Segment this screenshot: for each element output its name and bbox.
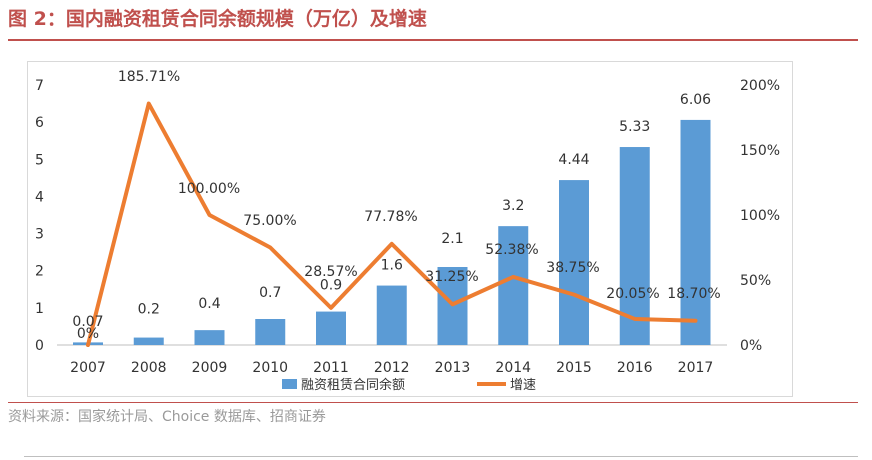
bar-data-label: 4.44: [558, 152, 589, 168]
line-data-label: 18.70%: [667, 286, 720, 302]
bar-2016: [619, 147, 650, 345]
bar-data-label: 0.9: [320, 278, 342, 294]
y-right-tick-label: 50%: [740, 273, 771, 289]
bar-2012: [376, 285, 407, 345]
bottom-rule: [24, 456, 858, 457]
bar-data-label: 5.33: [619, 119, 650, 135]
bar-2017: [680, 119, 711, 346]
growth-point-2008: [147, 102, 151, 106]
growth-point-2015: [572, 293, 576, 297]
bar-data-label: 6.06: [680, 92, 711, 108]
growth-point-2012: [390, 242, 394, 246]
growth-point-2010: [268, 246, 272, 249]
line-data-label: 20.05%: [606, 286, 659, 302]
growth-point-2014: [511, 275, 515, 279]
x-tick-label: 2015: [556, 360, 592, 376]
bar-data-label: 0.07: [72, 314, 103, 330]
line-data-label: 77.78%: [364, 209, 417, 225]
bar-2011: [316, 311, 346, 345]
x-tick-label: 2008: [131, 360, 167, 376]
line-data-label: 31.25%: [425, 269, 478, 285]
x-tick-label: 2011: [313, 360, 349, 376]
source-note: 资料来源：国家统计局、Choice 数据库、招商证券: [8, 409, 326, 425]
y-right-tick-label: 100%: [740, 208, 780, 224]
x-tick-label: 2012: [374, 360, 410, 376]
y-right-tick-label: 150%: [740, 143, 780, 159]
bar-2015: [559, 180, 589, 345]
line-data-label: 52.38%: [485, 242, 538, 258]
chart-frame: [27, 61, 793, 397]
line-data-label: 185.71%: [118, 69, 180, 85]
x-tick-label: 2014: [495, 360, 531, 376]
y-left-tick-label: 3: [35, 227, 44, 243]
y-right-tick-label: 200%: [740, 78, 780, 94]
growth-point-2016: [633, 317, 637, 321]
line-data-label: 28.57%: [304, 264, 357, 280]
legend-bar-swatch: [282, 379, 297, 389]
figure-title: 图 2：国内融资租赁合同余额规模（万亿）及增速: [8, 8, 427, 30]
y-left-tick-label: 5: [35, 152, 44, 168]
bar-data-label: 0.2: [138, 302, 160, 318]
growth-point-2017: [694, 319, 697, 323]
y-left-tick-label: 7: [35, 78, 44, 94]
y-left-tick-label: 2: [35, 264, 44, 280]
bar-2008: [133, 337, 164, 345]
y-right-tick-label: 0%: [740, 338, 762, 354]
growth-point-2011: [329, 306, 333, 310]
legend-line-label: 增速: [510, 378, 536, 393]
title-rule: [8, 39, 858, 41]
legend-bar-label: 融资租赁合同余额: [301, 377, 405, 393]
growth-point-2007: [86, 343, 90, 347]
bar-data-label: 3.2: [502, 198, 524, 214]
y-left-tick-label: 1: [35, 301, 44, 317]
bar-data-label: 1.6: [381, 258, 403, 274]
y-left-tick-label: 6: [35, 115, 44, 131]
bar-data-label: 0.7: [259, 285, 281, 301]
line-data-label: 0%: [77, 326, 99, 342]
x-tick-label: 2007: [70, 360, 106, 376]
line-data-label: 38.75%: [546, 260, 599, 276]
line-data-label: 75.00%: [243, 213, 296, 229]
x-tick-label: 2009: [192, 360, 228, 376]
x-tick-label: 2010: [252, 360, 288, 376]
growth-point-2009: [208, 213, 211, 217]
growth-point-2013: [451, 302, 454, 306]
bar-2009: [194, 330, 225, 345]
bar-2014: [498, 226, 529, 345]
bar-data-label: 2.1: [441, 231, 463, 247]
bar-data-label: 0.4: [198, 296, 220, 312]
y-left-tick-label: 4: [35, 189, 44, 205]
y-left-tick-label: 0: [35, 338, 44, 354]
bar-2010: [255, 319, 286, 345]
x-tick-label: 2016: [617, 360, 653, 376]
x-tick-label: 2013: [435, 360, 471, 376]
x-tick-label: 2017: [678, 360, 714, 376]
source-rule: [8, 402, 858, 403]
line-data-label: 100.00%: [178, 181, 240, 197]
